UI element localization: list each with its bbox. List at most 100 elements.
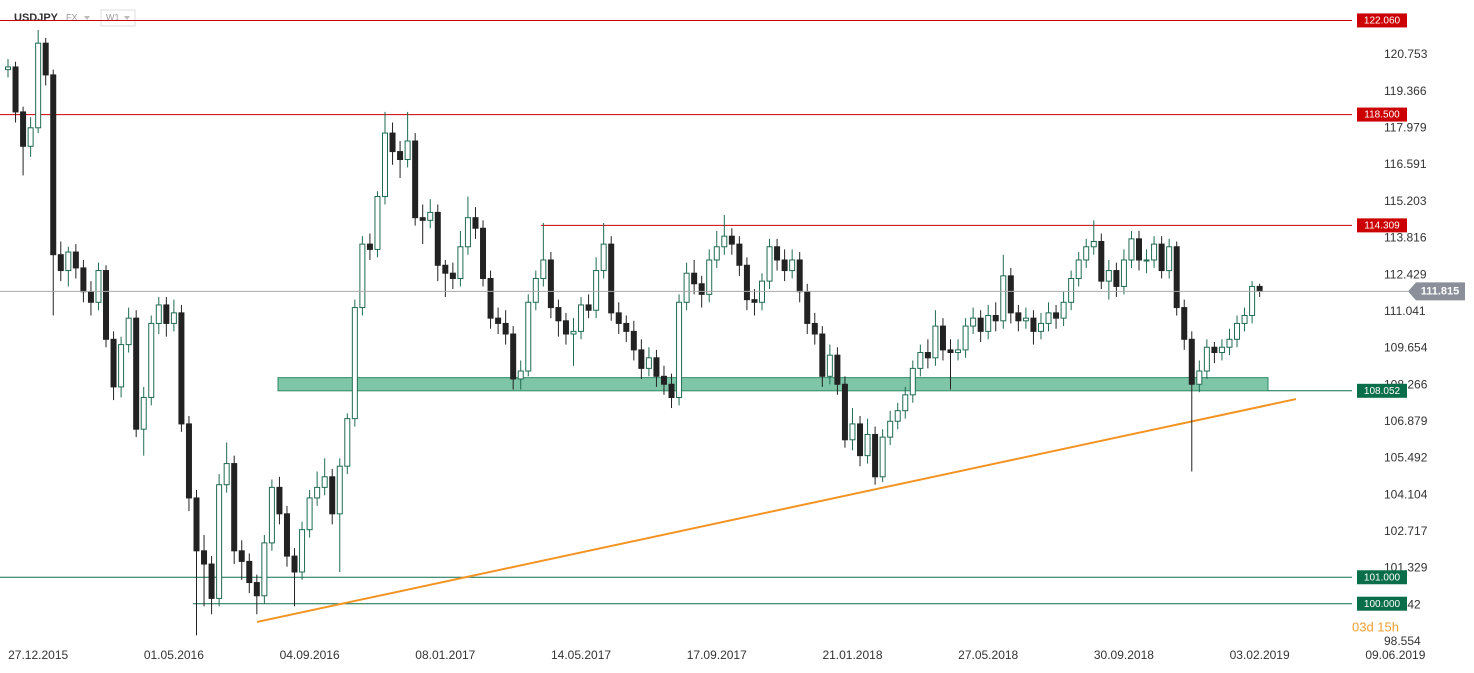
candle-body (133, 317, 140, 430)
candle-body (502, 322, 509, 335)
candle-body (487, 277, 494, 319)
candle-body (1037, 322, 1044, 332)
candle-body (253, 582, 260, 597)
candle-body (434, 211, 441, 266)
market[interactable]: FX (66, 12, 78, 22)
candle-body (464, 217, 471, 248)
candle-body (246, 560, 253, 584)
candle-body (374, 196, 381, 250)
dropdown-arrow[interactable] (84, 16, 90, 20)
candle-body (562, 320, 569, 335)
level-label: 100.000 (1364, 599, 1401, 610)
candle-body (449, 272, 456, 279)
candle-body (653, 357, 660, 377)
candle-body (608, 243, 615, 314)
candle-body (789, 259, 796, 272)
level-label-box (1357, 218, 1407, 233)
candle-body (902, 394, 909, 412)
candle-body (819, 333, 826, 377)
candle-body (570, 330, 577, 335)
candle-body (351, 307, 358, 420)
candle-body (879, 436, 886, 478)
candle-body (1090, 240, 1097, 248)
candle-body (1249, 285, 1256, 317)
candle-body (1211, 346, 1218, 354)
candle-body (721, 235, 728, 248)
candle-body (404, 140, 411, 161)
x-tick-label: 14.05.2017 (551, 648, 611, 662)
candle-body (1143, 259, 1150, 262)
x-tick-label: 08.01.2017 (415, 648, 475, 662)
candle-body (201, 550, 208, 565)
candle-body (57, 254, 64, 272)
y-tick-label: 120.753 (1384, 47, 1428, 61)
candle-body (238, 550, 245, 562)
x-tick-label: 17.09.2017 (687, 648, 747, 662)
candle-body (766, 246, 773, 282)
candle-body (1098, 240, 1105, 282)
candle-body (103, 270, 110, 340)
candle-body (887, 420, 894, 438)
y-tick-label: 109.654 (1384, 341, 1428, 355)
candle-body (585, 304, 592, 311)
candle-body (291, 555, 298, 573)
level-label-box (1357, 383, 1407, 398)
interval-box[interactable] (100, 9, 136, 27)
candle-body (95, 270, 102, 303)
candle-body (872, 433, 879, 478)
y-tick-label: 117.979 (1384, 121, 1427, 135)
candle-body (623, 322, 630, 332)
candle-body (148, 322, 155, 398)
candle-body (909, 367, 916, 396)
level-label: 118.500 (1364, 110, 1400, 121)
candle-body (781, 259, 788, 272)
candle-body (359, 243, 366, 309)
candle-body (992, 315, 999, 322)
level-label-box (1357, 596, 1407, 611)
candle-body (578, 304, 585, 332)
candle-body (743, 264, 750, 301)
candle-body (841, 383, 848, 441)
last-price-box (1408, 282, 1465, 301)
interval[interactable]: W1 (106, 12, 120, 22)
candle-body (299, 529, 306, 573)
candle-body (155, 304, 162, 324)
x-tick-label: 03.02.2019 (1230, 648, 1290, 662)
candle-body (65, 251, 72, 272)
candle-body (985, 315, 992, 332)
candle-body (834, 354, 841, 385)
candle-body (894, 410, 901, 422)
candle-body (110, 338, 117, 388)
symbol[interactable]: USDJPY (14, 12, 59, 24)
x-tick-label: 30.09.2018 (1094, 648, 1154, 662)
candle-body (1022, 317, 1029, 322)
x-tick-label: 27.05.2018 (958, 648, 1018, 662)
candle-body (668, 383, 675, 398)
candle-body (419, 217, 426, 221)
candle-body (1015, 312, 1022, 322)
candle-body (713, 246, 720, 261)
level-label: 114.309 (1364, 221, 1400, 232)
candle-body (87, 291, 94, 303)
y-tick-label: 113.816 (1384, 231, 1427, 245)
y-tick-label: 119.366 (1384, 84, 1427, 98)
candle-body (600, 243, 607, 272)
candle-body (774, 246, 781, 261)
y-tick-label: 105.492 (1384, 451, 1428, 465)
candle-body (329, 476, 336, 515)
candle-body (698, 283, 705, 295)
candle-body (178, 312, 185, 425)
candle-body (676, 301, 683, 398)
candle-body (216, 484, 223, 599)
dropdown-arrow[interactable] (124, 16, 130, 20)
candle-body (306, 497, 313, 531)
level-label: 122.060 (1364, 16, 1401, 27)
candle-body (977, 317, 984, 332)
candle-body (72, 251, 79, 269)
candle-body (1181, 307, 1188, 340)
candle-body (283, 513, 290, 557)
candle-body (917, 352, 924, 369)
